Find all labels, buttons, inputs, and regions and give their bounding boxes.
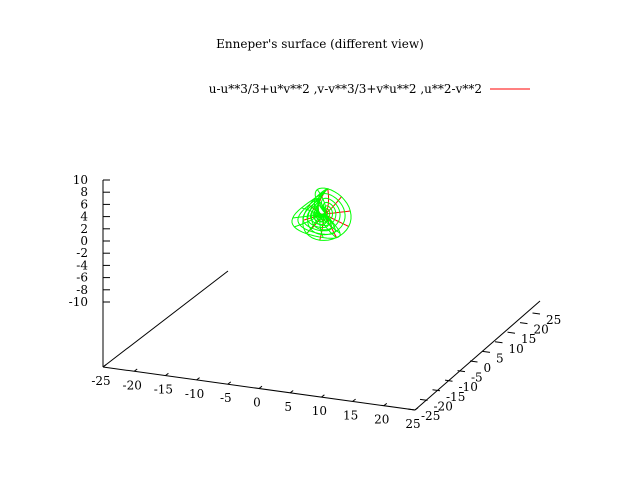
y-tick <box>432 389 441 392</box>
y-tick-label: 20 <box>534 323 549 337</box>
x-tick-label: -25 <box>91 374 110 388</box>
legend: u-u**3/3+u*v**2 ,v-v**3/3+v*u**2 ,u**2-v… <box>209 82 530 96</box>
y-tick <box>457 370 466 373</box>
x-tick <box>414 407 419 411</box>
x-tick-label: 0 <box>253 396 261 410</box>
z-tick-label: 0 <box>80 234 88 248</box>
surface-ring-line <box>297 192 346 236</box>
y-tick-label: -5 <box>471 371 483 385</box>
x-tick-labels: -25 -20 -15 -10 -5 0 5 10 15 20 25 <box>91 374 420 431</box>
x-tick <box>289 390 294 394</box>
x-tick-label: -15 <box>154 383 173 397</box>
x-tick <box>227 381 232 385</box>
z-tick-label: 2 <box>80 222 88 236</box>
x-tick <box>102 364 107 368</box>
y-tick-label: -25 <box>421 409 440 423</box>
tick-marks <box>102 179 541 411</box>
x-tick-label: 10 <box>312 404 327 418</box>
z-tick-label: 10 <box>73 173 88 187</box>
y-tick-label: 5 <box>496 351 504 365</box>
chart-title: Enneper's surface (different view) <box>216 37 424 51</box>
y-tick-label: -10 <box>459 380 478 394</box>
x-tick-label: 15 <box>343 408 358 422</box>
z-tick-label: -2 <box>76 246 88 260</box>
x-tick <box>321 394 325 398</box>
x-tick <box>196 377 200 381</box>
legend-label: u-u**3/3+u*v**2 ,v-v**3/3+v*u**2 ,u**2-v… <box>209 82 482 96</box>
y-tick <box>407 408 416 411</box>
surface-ring-line <box>291 187 352 241</box>
x-tick-label: 5 <box>284 400 292 414</box>
y-tick-label: 0 <box>484 361 492 375</box>
z-tick-label: 8 <box>80 185 88 199</box>
z-tick-label: -4 <box>76 258 88 272</box>
x-tick <box>133 368 138 372</box>
y-tick <box>532 312 541 315</box>
axes <box>102 180 541 411</box>
z-tick-label: 6 <box>80 197 88 211</box>
surface-ring-line <box>306 200 337 228</box>
surface-ring-line <box>302 197 341 232</box>
y-tick-label: 10 <box>509 342 524 356</box>
z-tick-label: -8 <box>76 283 88 297</box>
y-axis-line <box>414 300 541 411</box>
x-tick-label: -20 <box>123 378 142 392</box>
x-tick-label: 20 <box>374 413 389 427</box>
y-tick-label: 15 <box>521 332 536 346</box>
x-tick-label: -10 <box>185 387 204 401</box>
y-tick <box>482 350 491 353</box>
y-tick <box>444 379 453 382</box>
y-tick <box>419 398 428 401</box>
z-tick-label: -10 <box>69 295 88 309</box>
y-tick <box>519 322 528 325</box>
y-tick <box>494 341 503 344</box>
x-tick-label: -5 <box>220 391 232 405</box>
x-tick <box>165 372 169 376</box>
y-tick-label: -20 <box>434 399 453 413</box>
x-tick <box>258 385 263 389</box>
x-tick <box>352 398 356 402</box>
y-tick-label: -15 <box>446 390 465 404</box>
y-tick <box>469 360 478 363</box>
y-tick <box>507 331 516 334</box>
y-tick-label: 25 <box>546 313 561 327</box>
z-tick-label: 4 <box>80 210 88 224</box>
surface-mesh <box>291 187 352 241</box>
x-tick <box>383 402 388 407</box>
z-tick-label: -6 <box>76 271 88 285</box>
x-tick-label: 25 <box>405 417 420 431</box>
back-left-edge <box>102 270 229 368</box>
